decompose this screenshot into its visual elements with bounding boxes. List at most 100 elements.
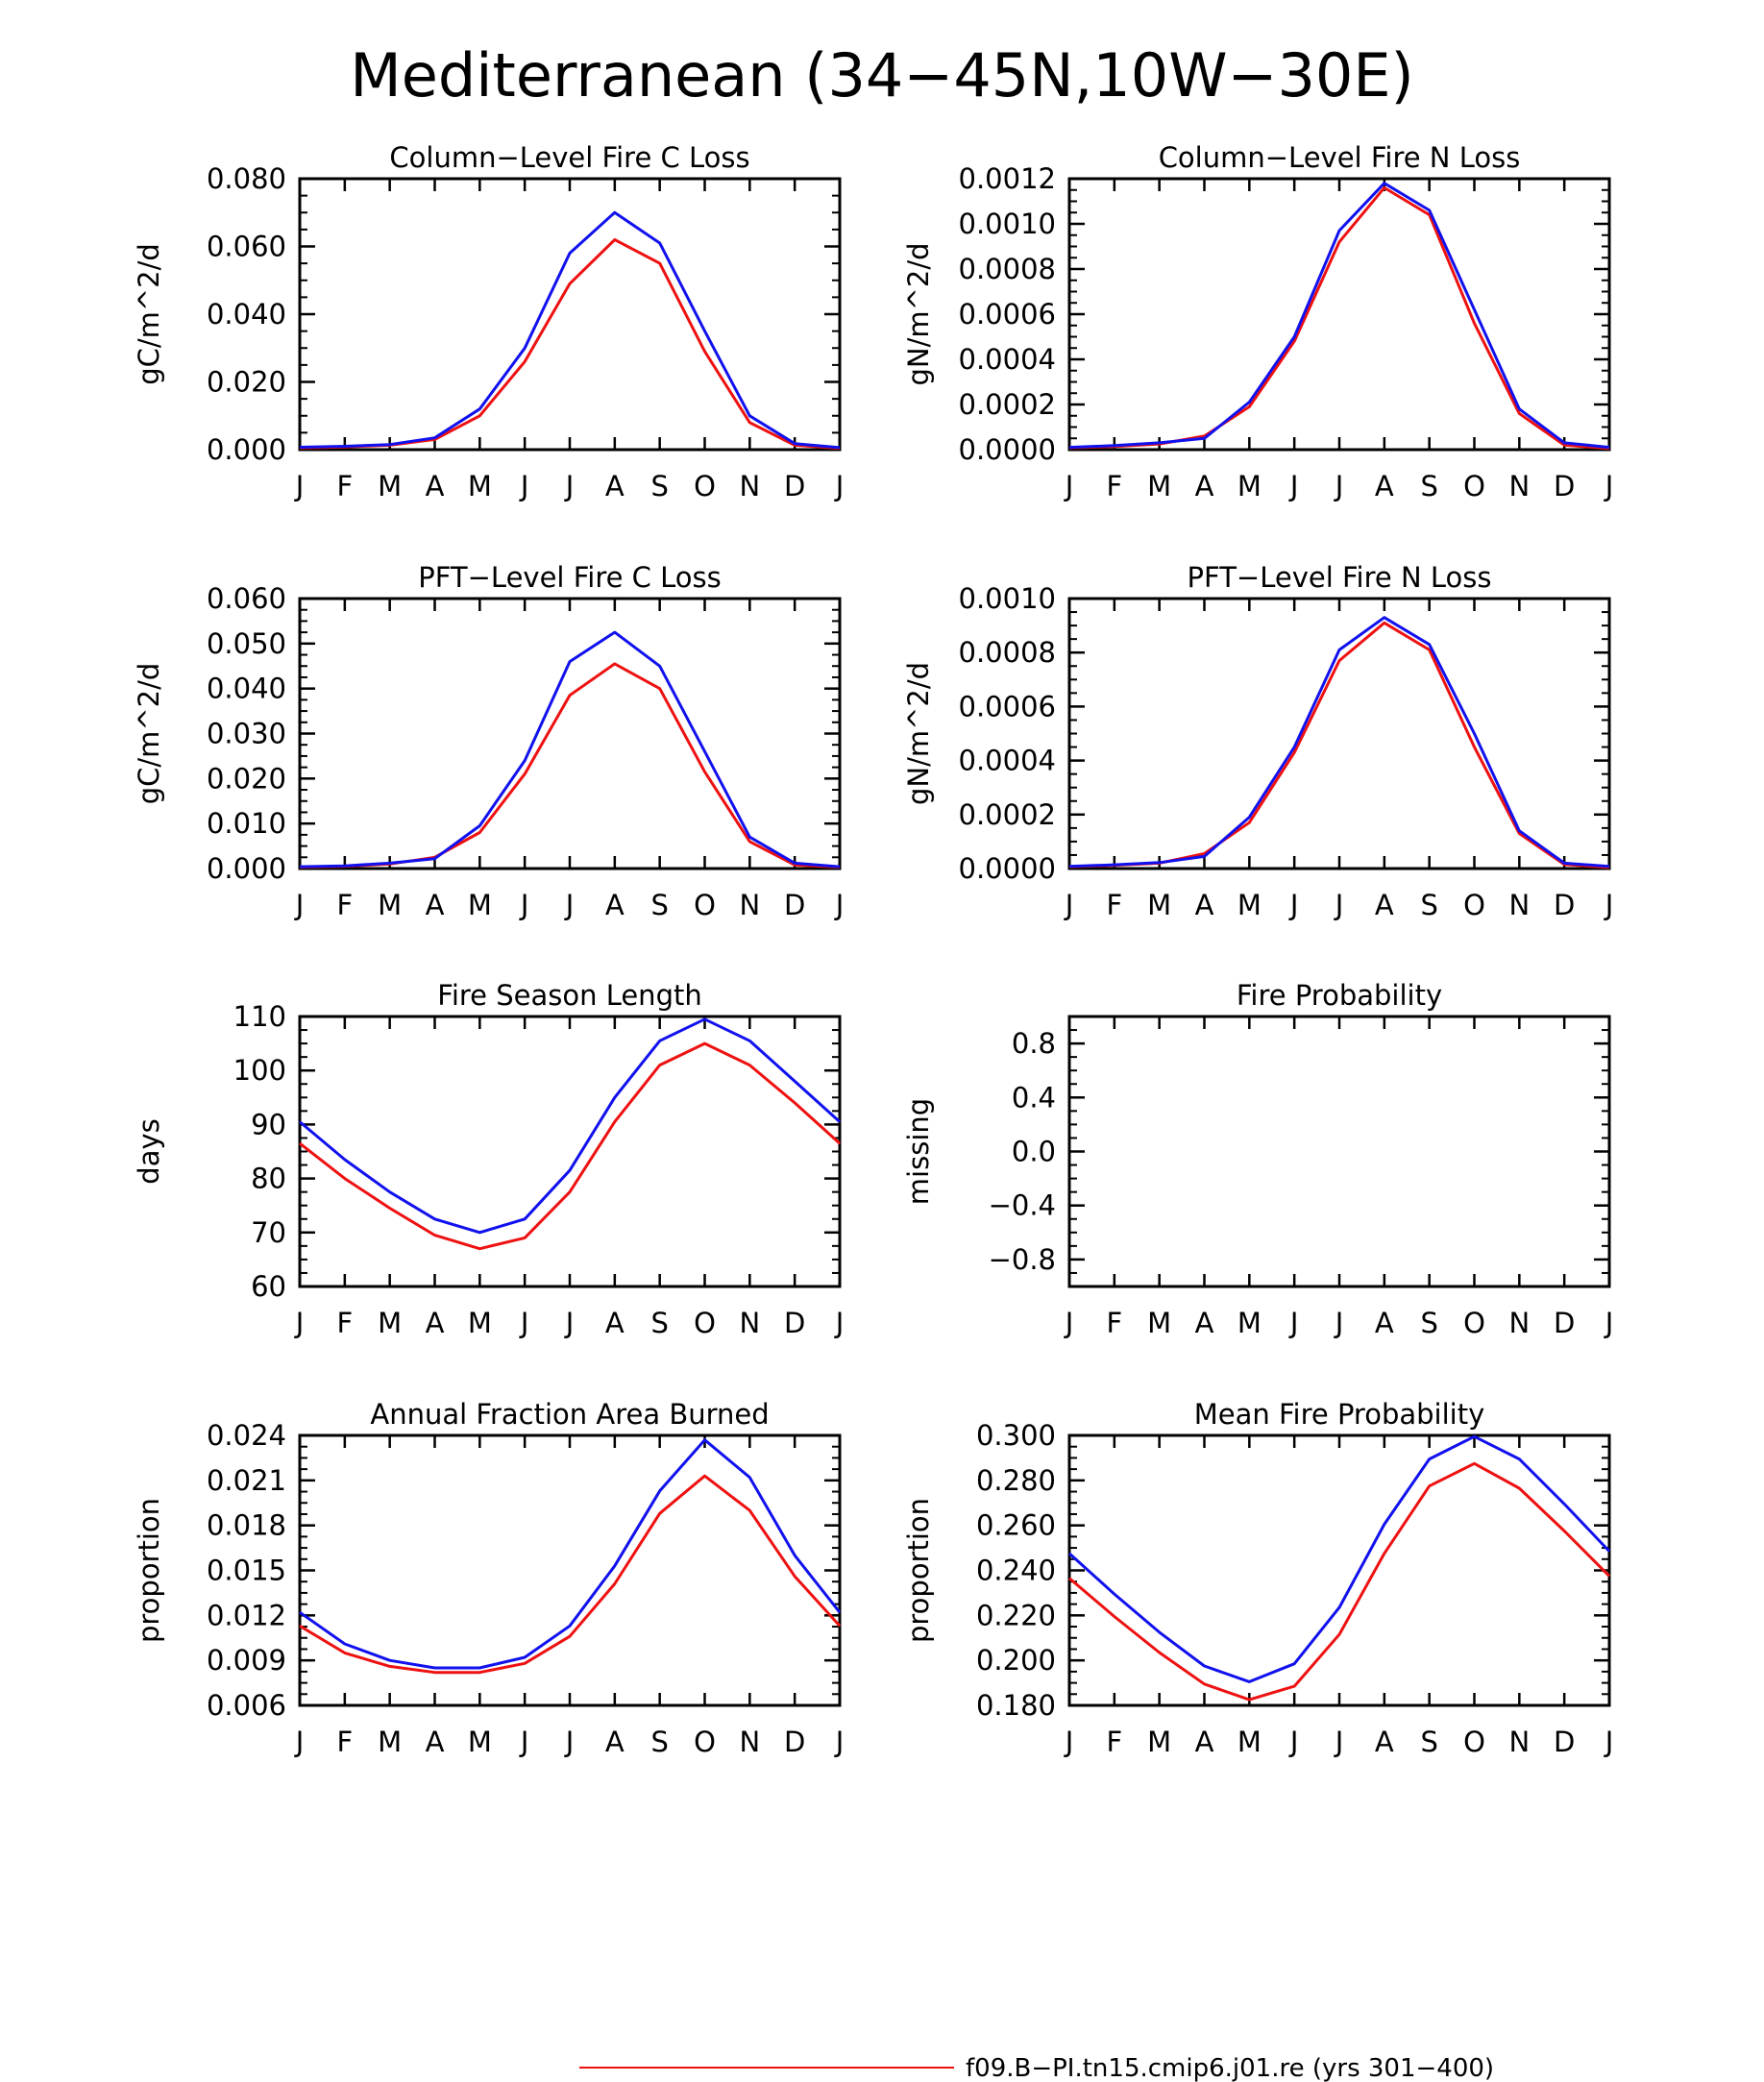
y-tick-label: 0.0002 (959, 798, 1056, 831)
x-tick-label: J (564, 1307, 575, 1339)
y-tick-label: 0.018 (207, 1509, 286, 1542)
panel-title: Fire Probability (1237, 979, 1442, 1012)
x-tick-label: S (1420, 1307, 1437, 1339)
y-tick-label: 110 (233, 1000, 286, 1033)
plot-frame (1067, 1433, 1611, 1707)
x-tick-label: A (426, 1307, 445, 1339)
x-tick-label: F (336, 1307, 353, 1339)
x-tick-label: A (1375, 470, 1394, 502)
series-line-0 (299, 662, 841, 870)
series-line-0 (299, 238, 841, 451)
y-tick-label: 0.0010 (959, 582, 1056, 615)
plot-frame (298, 597, 842, 870)
y-tick-label: 0.4 (1012, 1081, 1056, 1114)
y-tick-label: 70 (251, 1216, 286, 1249)
legend-label: f09.B−PI.tn15.cmip6.j01.re (yrs 301−400) (966, 2054, 1494, 2082)
y-tick-label: 0.015 (207, 1555, 286, 1587)
chart-panel-1: J F M A M J J A S O N D J0.00000.00020.00040.00060.0… (902, 141, 1613, 502)
x-tick-label: J (519, 889, 529, 921)
x-tick-label: M (378, 889, 402, 921)
y-tick-label: 0.040 (207, 673, 286, 705)
x-tick-label: M (1237, 889, 1262, 921)
x-tick-label: J (1064, 1726, 1074, 1758)
x-tick-label: O (694, 889, 716, 921)
x-tick-label: J (294, 889, 305, 921)
x-tick-label: J (519, 1726, 529, 1758)
plot-frame (298, 177, 842, 452)
x-tick-label: O (1463, 1726, 1485, 1758)
y-tick-label: 0.0002 (959, 388, 1056, 421)
x-tick-label: F (336, 470, 353, 502)
series-line-0 (1068, 621, 1610, 870)
y-tick-label: −0.8 (989, 1243, 1056, 1276)
x-tick-label: D (1554, 889, 1575, 921)
x-tick-label: N (739, 470, 760, 502)
x-tick-label: J (834, 889, 845, 921)
y-tick-label: 100 (233, 1054, 286, 1087)
x-tick-label: M (468, 1726, 492, 1758)
series-line-0 (299, 1041, 842, 1251)
panel-title: Column−Level Fire C Loss (389, 141, 749, 174)
y-axis-label: proportion (902, 1498, 935, 1643)
chart-panel-0: J F M A M J J A S O N D J0.0000.0200.0400.0600.080Co… (133, 141, 844, 502)
y-tick-label: 0.0012 (959, 162, 1056, 195)
series-line-1 (299, 1017, 842, 1235)
x-tick-label: S (650, 470, 668, 502)
x-tick-label: F (1106, 889, 1122, 921)
x-tick-label: J (294, 1307, 305, 1339)
y-tick-label: 0.0 (1012, 1136, 1056, 1168)
chart-panel-7: J F M A M J J A S O N D J0.1800.2000.2200.2400.2600.… (902, 1398, 1613, 1758)
x-tick-label: N (1508, 889, 1530, 921)
x-tick-label: A (605, 1307, 625, 1339)
series-line-0 (1068, 1461, 1611, 1702)
y-tick-label: 80 (251, 1163, 286, 1195)
plot-frame (298, 1015, 842, 1288)
x-tick-label: S (1420, 470, 1437, 502)
x-tick-label: J (834, 1726, 845, 1758)
y-tick-label: 0.0000 (959, 852, 1056, 885)
y-tick-label: 60 (251, 1270, 286, 1303)
y-axis-label: gN/m^2/d (902, 662, 935, 805)
x-tick-label: O (694, 1726, 716, 1758)
x-tick-label: A (426, 889, 445, 921)
x-tick-label: A (426, 1726, 445, 1758)
y-tick-label: 0.260 (976, 1509, 1056, 1542)
x-tick-label: J (1334, 889, 1344, 921)
x-tick-label: J (294, 470, 305, 502)
panel-title: PFT−Level Fire C Loss (418, 561, 722, 594)
panel-title: Column−Level Fire N Loss (1159, 141, 1521, 174)
x-tick-label: J (1604, 470, 1614, 502)
x-tick-label: N (739, 1726, 760, 1758)
y-tick-label: 0.060 (207, 231, 286, 263)
y-tick-label: 0.0006 (959, 690, 1056, 723)
x-tick-label: D (1554, 1307, 1575, 1339)
x-tick-label: J (1604, 889, 1614, 921)
y-tick-label: 0.000 (207, 433, 286, 466)
panels: J F M A M J J A S O N D J0.0000.0200.0400.0600.080Co… (133, 141, 1613, 1758)
x-tick-label: S (650, 1307, 668, 1339)
x-tick-label: M (1147, 1726, 1171, 1758)
chart-panel-3: J F M A M J J A S O N D J0.00000.00020.00040.00060.0… (902, 561, 1613, 921)
x-tick-label: M (378, 470, 402, 502)
x-tick-label: J (1064, 470, 1074, 502)
x-tick-label: O (694, 1307, 716, 1339)
y-tick-label: 0.0006 (959, 298, 1056, 331)
x-tick-label: J (1288, 1726, 1299, 1758)
x-tick-label: O (1463, 889, 1485, 921)
y-tick-label: 0.020 (207, 366, 286, 399)
y-tick-label: 0.021 (207, 1464, 286, 1497)
chart-panel-2: J F M A M J J A S O N D J0.0000.0100.0200.0300.0400.… (133, 561, 844, 921)
x-tick-label: M (1147, 889, 1171, 921)
x-tick-label: J (834, 1307, 845, 1339)
x-tick-label: F (336, 889, 353, 921)
y-tick-label: 0.200 (976, 1644, 1056, 1677)
y-tick-label: 0.030 (207, 718, 286, 750)
series-line-1 (1068, 616, 1610, 869)
y-tick-label: 0.280 (976, 1464, 1056, 1497)
x-tick-label: N (739, 1307, 760, 1339)
x-tick-label: A (1195, 470, 1214, 502)
x-tick-label: M (1147, 470, 1171, 502)
y-tick-label: 0.009 (207, 1644, 286, 1677)
x-tick-label: S (1420, 889, 1437, 921)
